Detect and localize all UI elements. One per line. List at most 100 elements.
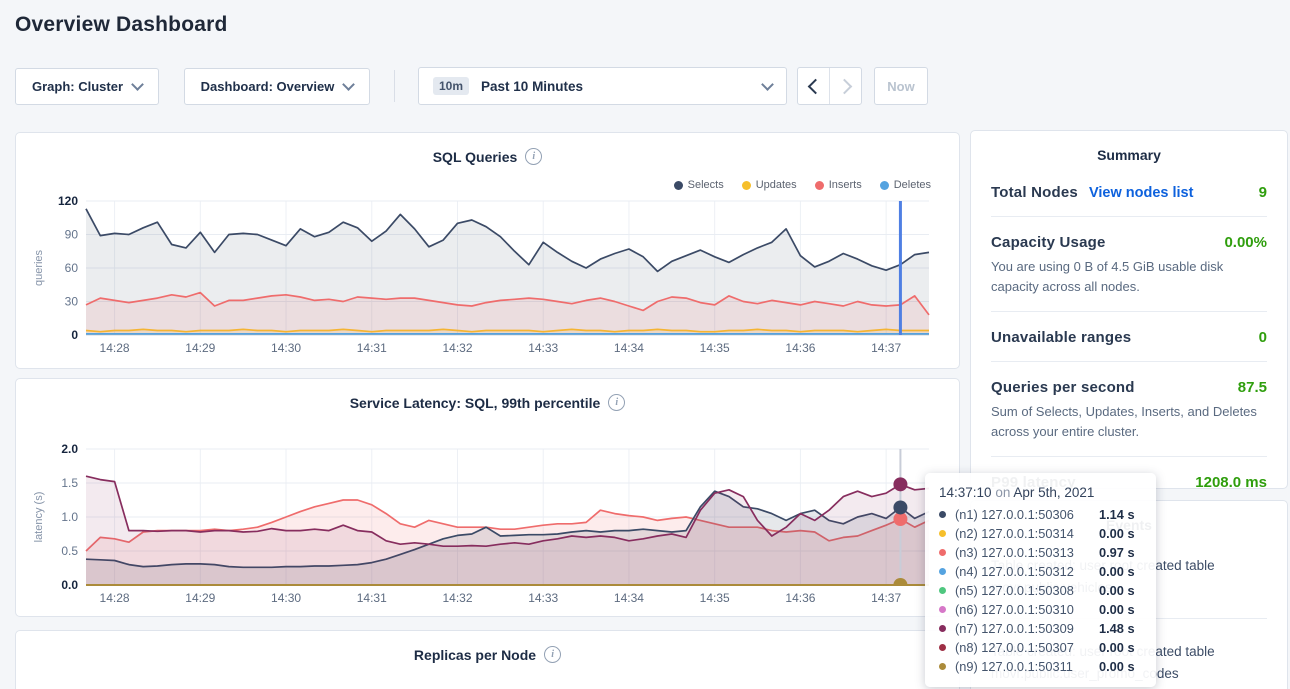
svg-text:0.0: 0.0 [61,578,78,592]
legend-dot [673,180,683,190]
info-icon[interactable]: i [525,148,543,165]
chevron-down-icon [761,77,774,91]
legend-item-selects[interactable]: Selects [673,179,724,191]
svg-text:1.0: 1.0 [61,510,78,524]
svg-text:14:32: 14:32 [442,591,472,605]
chart-hover-tooltip: 14:37:10 on Apr 5th, 2021 (n1) 127.0.0.1… [925,473,1156,687]
summary-row: Queries per second 87.5 [991,379,1267,396]
service-latency-chart[interactable]: 14:28 14:29 14:30 14:31 14:32 14:33 14:34 14:35… [28,439,943,611]
tooltip-node-label: (n4) 127.0.0.1:50312 [955,564,1074,579]
summary-row-label: Queries per second [991,379,1135,396]
tooltip-node-label: (n5) 127.0.0.1:50308 [955,583,1074,598]
svg-text:14:30: 14:30 [271,591,301,605]
replicas-per-node-card: Replicas per Node i [15,630,960,689]
sql-queries-chart[interactable]: 14:28 14:29 14:30 14:31 14:32 14:33 14:34 14:35… [28,191,943,361]
legend-dot [814,180,824,190]
tooltip-node-value: 0.00 s [1099,640,1135,655]
svg-text:14:31: 14:31 [357,591,387,605]
svg-text:14:30: 14:30 [271,341,301,355]
graph-selector-dropdown[interactable]: Graph: Cluster [15,68,159,105]
now-button[interactable]: Now [874,67,928,105]
summary-row-value: 0.00% [1224,234,1267,251]
tooltip-on: on [995,485,1011,500]
tooltip-row: (n6) 127.0.0.1:50310 0.00 s [939,602,1142,617]
time-range-picker[interactable]: 10m Past 10 Minutes [418,67,787,105]
info-icon[interactable]: i [608,394,626,411]
service-latency-card: Service Latency: SQL, 99th percentile i … [15,378,960,617]
dashboard-selector-dropdown[interactable]: Dashboard: Overview [184,68,370,105]
tooltip-node-value: 0.00 s [1099,526,1135,541]
svg-text:14:31: 14:31 [357,341,387,355]
tooltip-row: (n1) 127.0.0.1:50306 1.14 s [939,507,1142,522]
legend-label: Selects [687,179,724,191]
node-color-dot [939,549,946,556]
tooltip-node-value: 0.00 s [1099,602,1135,617]
node-color-dot [939,663,946,670]
legend-dot [879,180,889,190]
tooltip-timestamp: 14:37:10 on Apr 5th, 2021 [939,485,1142,500]
legend-item-inserts[interactable]: Inserts [814,179,862,191]
node-color-dot [939,530,946,537]
tooltip-node-label: (n3) 127.0.0.1:50313 [955,545,1074,560]
summary-divider [991,216,1267,217]
tooltip-time: 14:37:10 [939,485,992,500]
tooltip-row: (n3) 127.0.0.1:50313 0.97 s [939,545,1142,560]
summary-divider [991,311,1267,312]
sql-queries-title: SQL Queries [432,148,518,165]
summary-row: Capacity Usage 0.00% [991,234,1267,251]
dashboard-selector-label: Dashboard: Overview [200,79,335,94]
summary-title: Summary [1097,147,1161,163]
time-range-badge: 10m [433,77,470,95]
tooltip-node-rows: (n1) 127.0.0.1:50306 1.14 s (n2) 127.0.0.1… [939,507,1142,674]
summary-row: Unavailable ranges 0 [991,329,1267,346]
tooltip-row: (n2) 127.0.0.1:50314 0.00 s [939,526,1142,541]
svg-text:14:29: 14:29 [185,341,215,355]
svg-text:14:28: 14:28 [100,341,130,355]
svg-text:14:29: 14:29 [185,591,215,605]
sql-queries-title-row: SQL Queries i [16,133,959,165]
node-color-dot [939,568,946,575]
svg-text:queries: queries [33,249,45,286]
svg-text:14:37: 14:37 [871,341,901,355]
node-color-dot [939,606,946,613]
time-nav-group [797,67,862,105]
legend-item-updates[interactable]: Updates [741,179,797,191]
node-color-dot [939,511,946,518]
tooltip-row: (n4) 127.0.0.1:50312 0.00 s [939,564,1142,579]
time-prev-button[interactable] [798,68,829,104]
tooltip-node-value: 0.00 s [1099,564,1135,579]
summary-row-label: Capacity Usage [991,234,1106,251]
summary-row-value: 9 [1258,184,1267,201]
svg-text:14:28: 14:28 [100,591,130,605]
svg-text:14:33: 14:33 [528,341,558,355]
view-nodes-list-link[interactable]: View nodes list [1088,185,1194,201]
svg-text:14:33: 14:33 [528,591,558,605]
tooltip-node-value: 0.97 s [1099,545,1135,560]
svg-text:30: 30 [65,295,79,309]
legend-label: Inserts [828,179,862,191]
svg-text:1.5: 1.5 [61,476,78,490]
replicas-title: Replicas per Node [413,646,537,663]
summary-panel: Summary Total Nodes View nodes list 9 Capac… [970,130,1288,491]
legend-item-deletes[interactable]: Deletes [879,179,931,191]
legend-label: Updates [755,179,797,191]
svg-text:14:34: 14:34 [614,591,644,605]
svg-text:14:35: 14:35 [700,591,730,605]
summary-divider [991,361,1267,362]
tooltip-node-label: (n9) 127.0.0.1:50311 [955,659,1073,674]
svg-text:14:35: 14:35 [700,341,730,355]
svg-text:2.0: 2.0 [61,442,78,456]
summary-row-label: Unavailable ranges [991,329,1132,346]
svg-text:14:37: 14:37 [871,591,901,605]
info-icon[interactable]: i [544,646,562,663]
chevron-right-icon [836,78,852,94]
tooltip-node-value: 0.00 s [1099,583,1135,598]
svg-text:0: 0 [71,328,78,342]
summary-rows: Total Nodes View nodes list 9 Capacity Usag… [971,163,1287,491]
chevron-left-icon [807,78,823,94]
tooltip-node-label: (n2) 127.0.0.1:50314 [955,526,1074,541]
sql-queries-legend: Selects Updates Inserts Deletes [673,179,931,191]
node-color-dot [939,587,946,594]
legend-label: Deletes [893,179,931,191]
time-next-button[interactable] [829,68,861,104]
